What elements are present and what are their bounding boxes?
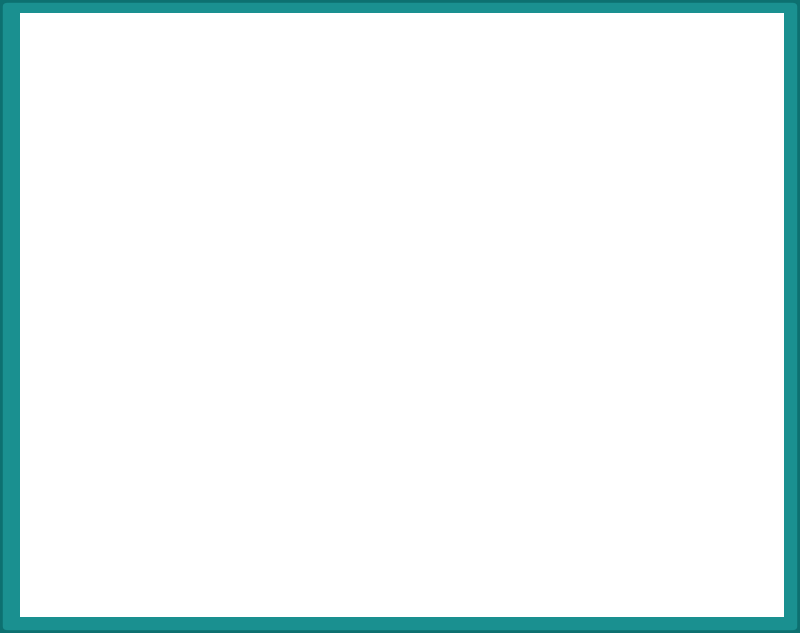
FancyBboxPatch shape: [565, 211, 629, 247]
Text: Hard Water: Hard Water: [144, 89, 199, 99]
Text: Valve Drain
Elbow: Valve Drain Elbow: [70, 279, 126, 301]
FancyBboxPatch shape: [58, 221, 104, 263]
Text: Soft
Water: Soft Water: [425, 87, 454, 108]
Text: Plug-in
Power
Supply: Plug-in Power Supply: [58, 225, 92, 258]
Text: 2: 2: [479, 448, 491, 466]
Circle shape: [457, 434, 514, 479]
FancyBboxPatch shape: [149, 101, 414, 137]
Text: TURN OFF WATER SUPPLY: TURN OFF WATER SUPPLY: [31, 586, 182, 596]
FancyBboxPatch shape: [218, 266, 314, 441]
FancyBboxPatch shape: [561, 173, 633, 211]
Text: Pipe: Pipe: [663, 132, 683, 142]
Text: TYPICAL INSTALLATION: TYPICAL INSTALLATION: [311, 65, 493, 78]
Text: *Do not connect the
water softener valve drain
tubing to the salt storage
tank o: *Do not connect the water softener valve…: [60, 460, 180, 501]
Text: Single
Bypass Valve: Single Bypass Valve: [680, 354, 745, 376]
Text: To
Controller: To Controller: [125, 191, 173, 213]
Text: Floor Drain: Floor Drain: [281, 505, 334, 515]
Text: Water Softener
Valve: Water Softener Valve: [112, 143, 186, 165]
Circle shape: [403, 212, 461, 257]
Ellipse shape: [614, 300, 712, 323]
Text: Installation Instructions: Installation Instructions: [233, 37, 571, 61]
FancyBboxPatch shape: [721, 334, 745, 373]
Text: FIG. 9: FIG. 9: [716, 580, 758, 593]
Text: Main Water Pipe: Main Water Pipe: [257, 86, 336, 96]
Text: 1-1/2"
air gap: 1-1/2" air gap: [345, 444, 379, 466]
Ellipse shape: [551, 330, 601, 348]
Text: Overflow
Drain Elbow: Overflow Drain Elbow: [64, 318, 123, 339]
Text: Lubricated
O-ring: Lubricated O-ring: [506, 329, 558, 351]
Text: 1: 1: [426, 226, 438, 244]
Text: 2. Install the brine tank overflow grommet and elbow: 2. Install the brine tank overflow gromm…: [440, 586, 700, 596]
Text: To Outside
Faucets: To Outside Faucets: [40, 110, 91, 132]
Text: Clips: Clips: [513, 172, 537, 182]
Ellipse shape: [268, 486, 332, 510]
Text: Secure Valve Drain Hose
in place over Floor Drain: Secure Valve Drain Hose in place over Fl…: [308, 398, 428, 419]
Text: Valve Drain
Hose*: Valve Drain Hose*: [279, 317, 335, 339]
Text: Outlet: Outlet: [506, 286, 537, 296]
FancyBboxPatch shape: [596, 334, 620, 373]
Text: O-ring: O-ring: [680, 292, 710, 302]
FancyBboxPatch shape: [126, 152, 300, 442]
Ellipse shape: [134, 146, 292, 170]
FancyBboxPatch shape: [606, 306, 719, 389]
Ellipse shape: [550, 311, 602, 330]
Text: NOTE: See "Air Gap Requirements" section.: NOTE: See "Air Gap Requirements" section…: [438, 450, 650, 460]
Text: 1" NPT Sweat
Adaptor (not
included): 1" NPT Sweat Adaptor (not included): [686, 165, 752, 198]
Text: 1" NPT
Threaded
Adaptor: 1" NPT Threaded Adaptor: [686, 225, 732, 258]
FancyBboxPatch shape: [164, 128, 270, 184]
Text: Inlet: Inlet: [430, 284, 453, 294]
Text: Salt Storage
Tank Overflow
Hose*: Salt Storage Tank Overflow Hose*: [54, 365, 122, 398]
